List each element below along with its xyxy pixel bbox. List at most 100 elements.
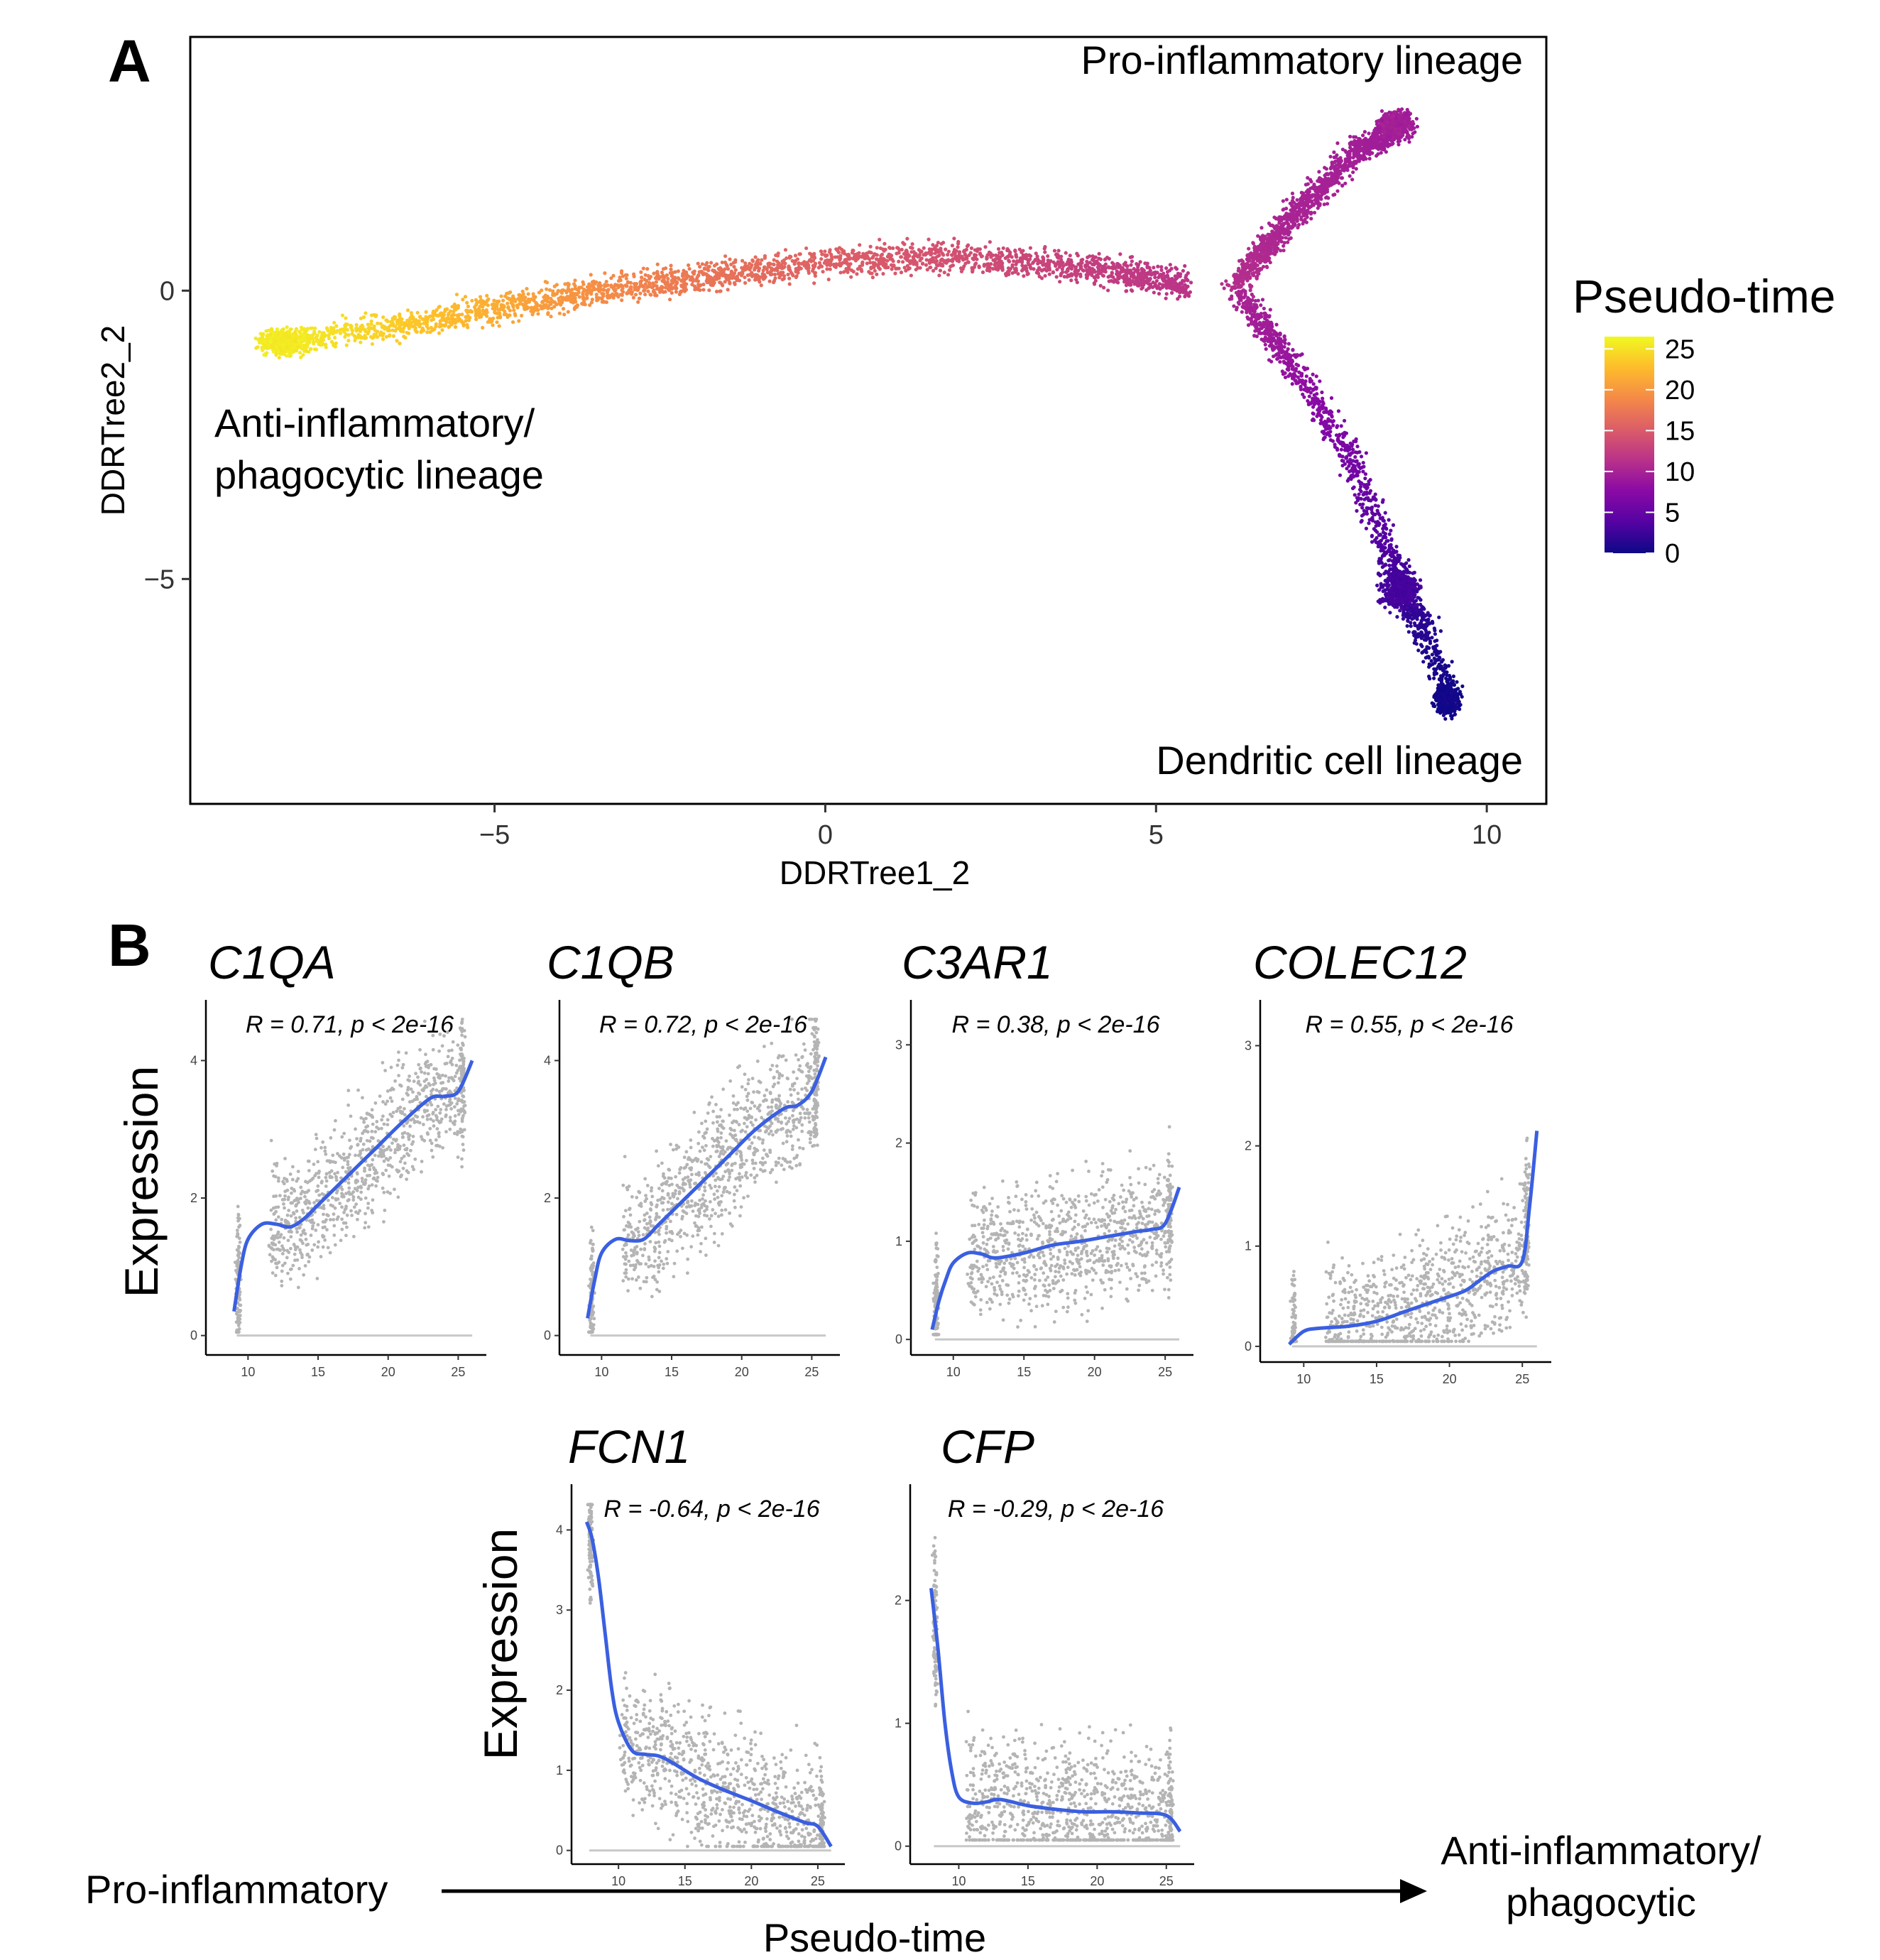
trajectory-point — [696, 283, 701, 287]
trajectory-point — [1131, 279, 1135, 283]
trajectory-point — [1087, 266, 1091, 270]
trajectory-point — [1147, 282, 1151, 286]
trajectory-point — [786, 272, 790, 277]
trajectory-point — [1275, 241, 1279, 246]
trajectory-point — [550, 306, 554, 310]
trajectory-point — [1407, 140, 1411, 144]
trajectory-point — [621, 290, 625, 294]
trajectory-point — [849, 275, 853, 279]
trajectory-point — [1127, 268, 1132, 273]
trajectory-point — [456, 315, 460, 320]
trajectory-point — [956, 241, 961, 246]
trajectory-point — [593, 287, 597, 292]
trajectory-point — [760, 272, 765, 276]
trajectory-point — [441, 315, 445, 320]
trajectory-point — [865, 256, 870, 260]
trajectory-point — [491, 316, 496, 320]
trajectory-point — [636, 300, 640, 304]
trajectory-point — [1341, 459, 1345, 463]
trajectory-point — [533, 295, 537, 299]
trajectory-point — [1144, 276, 1149, 280]
trajectory-point — [733, 258, 738, 262]
trajectory-point — [1312, 210, 1317, 215]
trajectory-point — [1330, 413, 1334, 418]
trajectory-point — [468, 315, 472, 320]
trajectory-point — [1431, 646, 1436, 650]
trajectory-point — [1438, 629, 1443, 633]
trajectory-point — [633, 282, 638, 286]
trajectory-point — [753, 255, 758, 259]
trajectory-point — [988, 240, 992, 244]
trajectory-point — [376, 321, 380, 325]
trajectory-point — [1156, 264, 1160, 268]
trajectory-point — [373, 314, 378, 319]
trajectory-point — [1281, 244, 1286, 248]
trajectory-point — [1142, 268, 1146, 273]
trajectory-point — [620, 293, 624, 298]
trajectory-point — [847, 254, 851, 258]
trajectory-point — [1404, 561, 1409, 565]
trajectory-point — [312, 347, 317, 352]
trajectory-point — [682, 282, 686, 286]
trajectory-point — [805, 261, 809, 266]
trajectory-point — [1407, 564, 1411, 569]
trajectory-point — [1388, 567, 1392, 572]
trajectory-point — [924, 258, 929, 262]
trajectory-point — [384, 318, 389, 322]
trajectory-point — [826, 277, 831, 282]
trajectory-point — [899, 271, 904, 275]
trajectory-point — [603, 271, 607, 276]
trajectory-point — [1305, 215, 1309, 219]
trajectory-point — [763, 265, 767, 269]
trajectory-point — [1372, 496, 1376, 500]
trajectory-point — [1325, 190, 1330, 194]
trajectory-point — [1314, 386, 1318, 390]
trajectory-point — [446, 312, 451, 317]
trajectory-point — [1272, 215, 1277, 219]
trajectory-point — [661, 273, 665, 278]
trajectory-point — [648, 293, 652, 297]
trajectory-point — [934, 266, 938, 271]
trajectory-point — [825, 267, 829, 271]
trajectory-point — [1338, 171, 1343, 175]
trajectory-point — [910, 246, 914, 250]
trajectory-point — [1162, 278, 1166, 282]
trajectory-point — [598, 281, 602, 285]
trajectory-point — [1326, 177, 1330, 181]
trajectory-point — [464, 319, 468, 323]
trajectory-point — [587, 282, 591, 286]
trajectory-point — [513, 312, 517, 316]
trajectory-point — [669, 285, 673, 289]
trajectory-point — [787, 266, 791, 270]
trajectory-point — [836, 250, 841, 255]
trajectory-point — [554, 303, 559, 307]
trajectory-point — [808, 251, 812, 256]
trajectory-point — [1432, 667, 1436, 671]
trajectory-point — [1007, 254, 1011, 258]
trajectory-point — [513, 299, 518, 303]
trajectory-point — [1107, 279, 1111, 283]
trajectory-point — [639, 279, 643, 283]
trajectory-point — [914, 263, 919, 267]
trajectory-point — [1355, 459, 1359, 463]
trajectory-point — [403, 335, 408, 340]
trajectory-point — [415, 310, 420, 315]
trajectory-point — [1390, 552, 1394, 556]
trajectory-point — [782, 276, 786, 281]
trajectory-point — [474, 314, 478, 318]
trajectory-point — [838, 271, 843, 275]
trajectory-point — [1284, 229, 1289, 233]
trajectory-point — [344, 316, 348, 320]
trajectory-point — [1243, 289, 1247, 293]
trajectory-point — [740, 258, 745, 263]
trajectory-point — [763, 256, 767, 260]
trajectory-points — [253, 107, 1465, 721]
trajectory-point — [787, 282, 792, 286]
trajectory-point — [1387, 563, 1392, 567]
trajectory-point — [886, 265, 890, 270]
trajectory-point — [1043, 273, 1047, 278]
trajectory-point — [381, 333, 385, 337]
trajectory-point — [465, 322, 469, 327]
trajectory-point — [1347, 452, 1351, 457]
trajectory-point — [1370, 151, 1375, 156]
